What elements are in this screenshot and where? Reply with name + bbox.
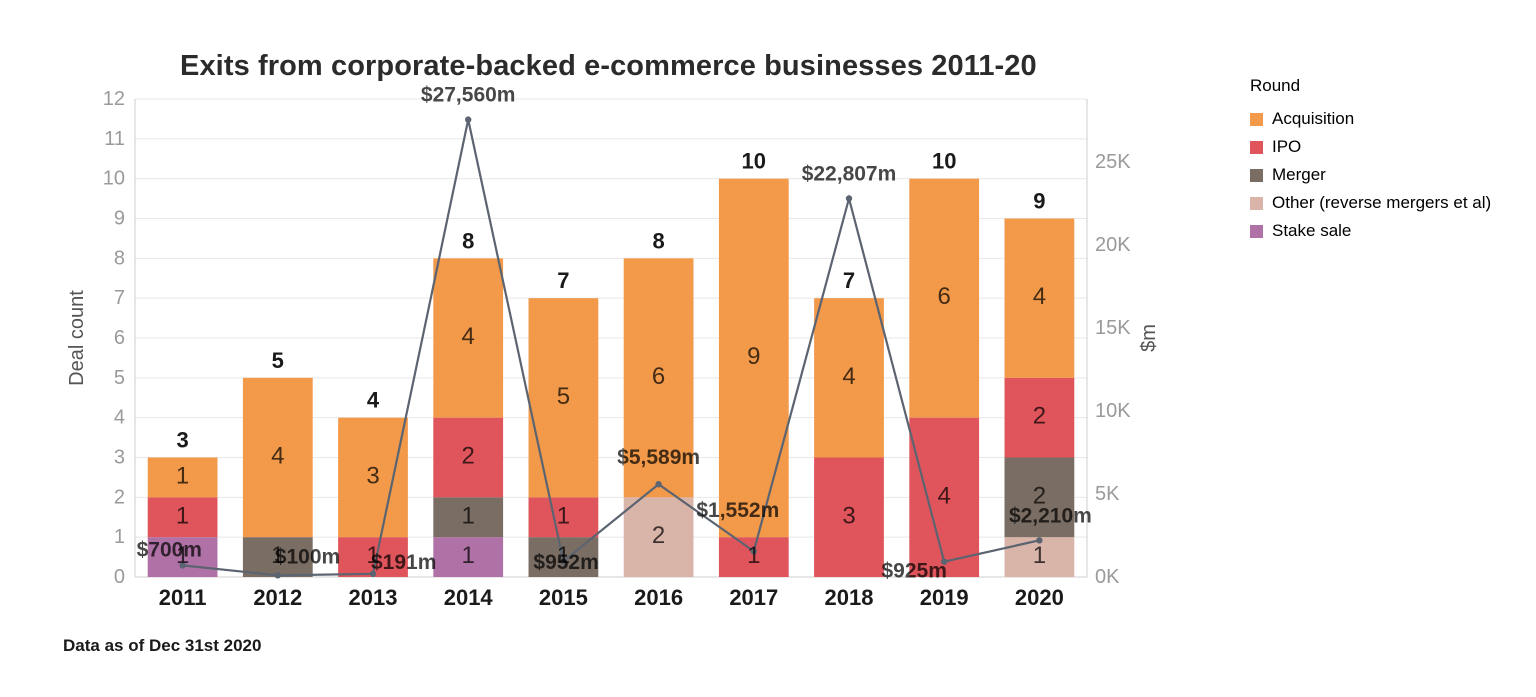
svg-text:4: 4 [114, 407, 125, 429]
svg-text:4: 4 [367, 388, 380, 413]
svg-text:6: 6 [938, 283, 951, 310]
svg-text:1: 1 [462, 502, 475, 529]
svg-text:$952m: $952m [533, 551, 598, 574]
svg-text:3: 3 [842, 502, 855, 529]
svg-text:$191m: $191m [371, 551, 436, 574]
svg-text:5: 5 [557, 383, 570, 410]
svg-text:20K: 20K [1095, 234, 1131, 256]
svg-text:3: 3 [366, 462, 379, 489]
svg-text:4: 4 [1033, 283, 1046, 310]
svg-text:5K: 5K [1095, 483, 1120, 505]
svg-text:$2,210m: $2,210m [1009, 504, 1092, 527]
svg-text:4: 4 [938, 482, 951, 509]
svg-text:7: 7 [557, 268, 569, 293]
svg-text:12: 12 [103, 88, 125, 110]
svg-text:8: 8 [652, 228, 664, 253]
svg-text:$1,552m: $1,552m [696, 499, 779, 522]
svg-text:10: 10 [103, 168, 125, 190]
svg-text:3: 3 [114, 447, 125, 469]
svg-text:2: 2 [114, 486, 125, 508]
svg-text:$27,560m: $27,560m [421, 84, 516, 107]
svg-text:2: 2 [1033, 403, 1046, 430]
svg-text:2015: 2015 [539, 585, 588, 610]
svg-text:1: 1 [176, 502, 189, 529]
svg-text:9: 9 [747, 343, 760, 370]
svg-text:2013: 2013 [349, 585, 398, 610]
svg-text:$700m: $700m [137, 538, 202, 561]
svg-text:2: 2 [462, 443, 475, 470]
svg-text:2017: 2017 [729, 585, 778, 610]
svg-text:10: 10 [742, 149, 766, 174]
svg-text:6: 6 [652, 363, 665, 390]
svg-text:9: 9 [1033, 189, 1045, 214]
svg-text:2020: 2020 [1015, 585, 1064, 610]
svg-text:$22,807m: $22,807m [802, 162, 897, 185]
svg-text:4: 4 [842, 363, 855, 390]
svg-text:25K: 25K [1095, 151, 1131, 173]
svg-text:4: 4 [462, 323, 475, 350]
svg-text:1: 1 [557, 502, 570, 529]
svg-text:2011: 2011 [159, 585, 207, 610]
svg-text:6: 6 [114, 327, 125, 349]
svg-text:2018: 2018 [825, 585, 874, 610]
svg-text:0: 0 [114, 566, 125, 588]
svg-text:0K: 0K [1095, 566, 1120, 588]
svg-text:$5,589m: $5,589m [617, 446, 700, 469]
svg-text:$925m: $925m [882, 560, 947, 583]
svg-text:9: 9 [114, 208, 125, 230]
svg-text:5: 5 [272, 348, 284, 373]
svg-text:8: 8 [462, 228, 474, 253]
svg-text:7: 7 [843, 268, 855, 293]
svg-text:7: 7 [114, 287, 125, 309]
svg-text:2012: 2012 [253, 585, 302, 610]
svg-text:1: 1 [462, 542, 475, 569]
svg-text:2016: 2016 [634, 585, 683, 610]
svg-text:1: 1 [176, 462, 189, 489]
svg-text:Deal count: Deal count [66, 290, 88, 386]
svg-text:1: 1 [747, 542, 760, 569]
svg-text:5: 5 [114, 367, 125, 389]
svg-text:2014: 2014 [444, 585, 494, 610]
svg-text:4: 4 [271, 443, 284, 470]
svg-text:10: 10 [932, 149, 956, 174]
svg-text:1: 1 [1033, 542, 1046, 569]
svg-text:$100m: $100m [275, 545, 340, 568]
svg-text:1: 1 [114, 526, 125, 548]
svg-text:2019: 2019 [920, 585, 969, 610]
svg-text:$m: $m [1138, 324, 1160, 352]
svg-text:2: 2 [652, 522, 665, 549]
svg-text:15K: 15K [1095, 317, 1131, 339]
svg-text:10K: 10K [1095, 400, 1131, 422]
svg-text:8: 8 [114, 247, 125, 269]
svg-text:3: 3 [176, 428, 188, 453]
svg-text:11: 11 [104, 128, 125, 150]
